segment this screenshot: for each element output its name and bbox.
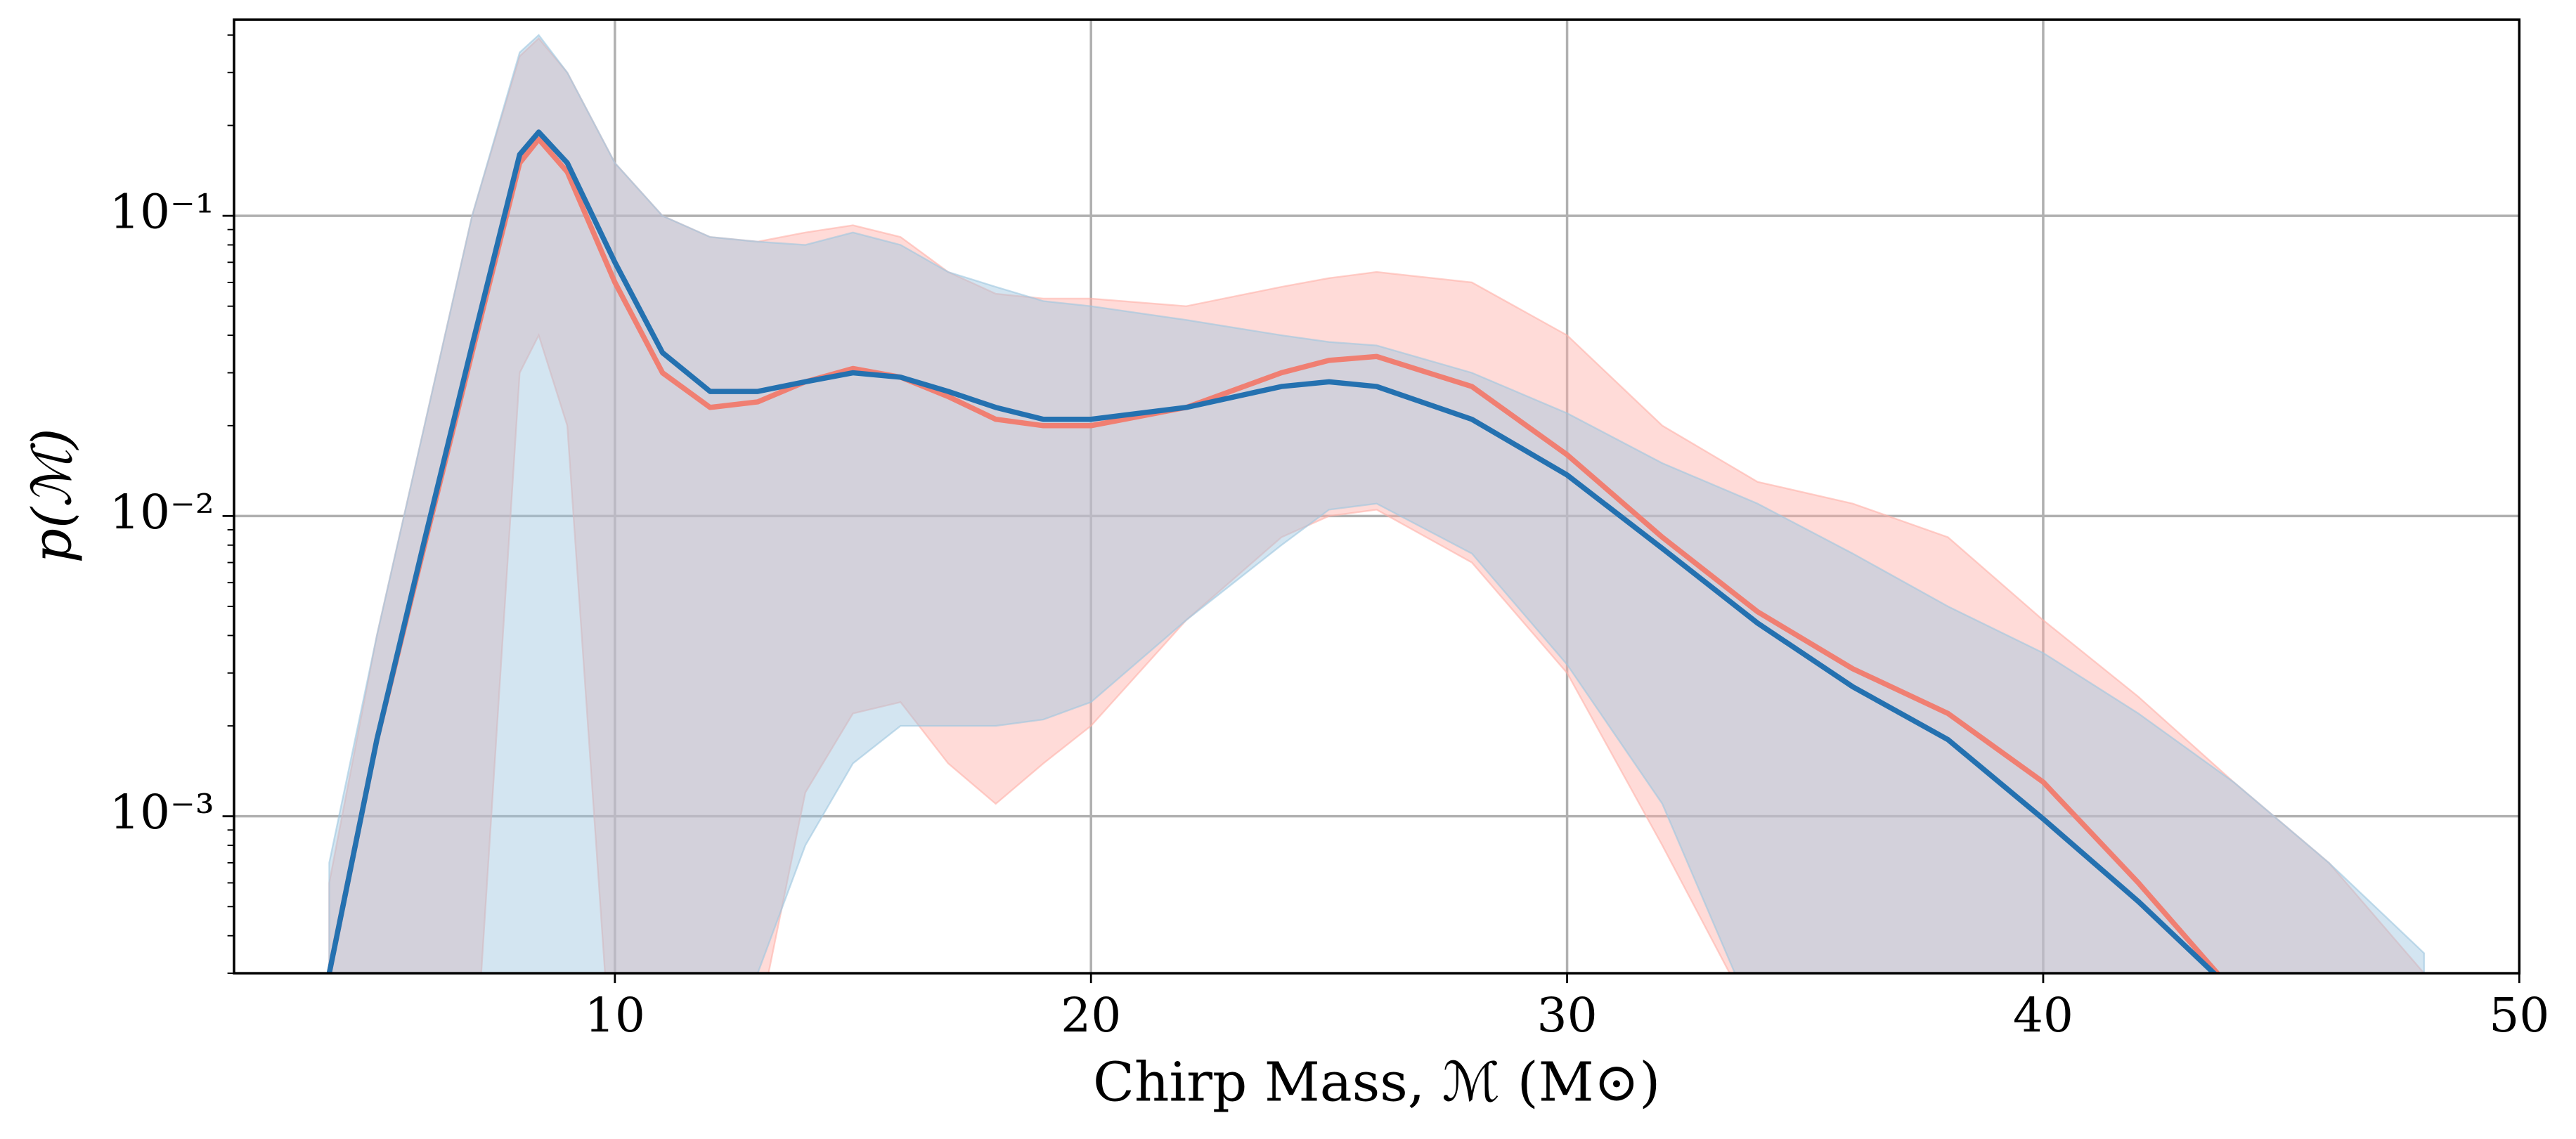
y-tick-label: 10⁻³ <box>110 784 214 840</box>
y-tick-label: 10⁻² <box>110 484 214 540</box>
x-tick-label: 20 <box>1061 987 1121 1043</box>
x-tick-label: 40 <box>2013 987 2073 1043</box>
uncertainty-band <box>328 37 2425 974</box>
median-line <box>326 136 2221 974</box>
y-axis-label: p(ℳ) <box>21 428 84 563</box>
uncertainty-band <box>328 34 2425 974</box>
plot-area <box>326 34 2425 974</box>
x-tick-label: 10 <box>585 987 645 1043</box>
axes: 10 20 30 40 50 10⁻³ 10⁻² 10⁻¹ <box>110 18 2549 1043</box>
median-line <box>326 129 2218 974</box>
x-tick-label: 30 <box>1536 987 1597 1043</box>
y-tick-label: 10⁻¹ <box>110 184 214 240</box>
plot-frame <box>233 18 2521 975</box>
x-axis-label: Chirp Mass, ℳ (M⊙) <box>1093 1050 1660 1114</box>
x-tick-label: 50 <box>2489 987 2549 1043</box>
